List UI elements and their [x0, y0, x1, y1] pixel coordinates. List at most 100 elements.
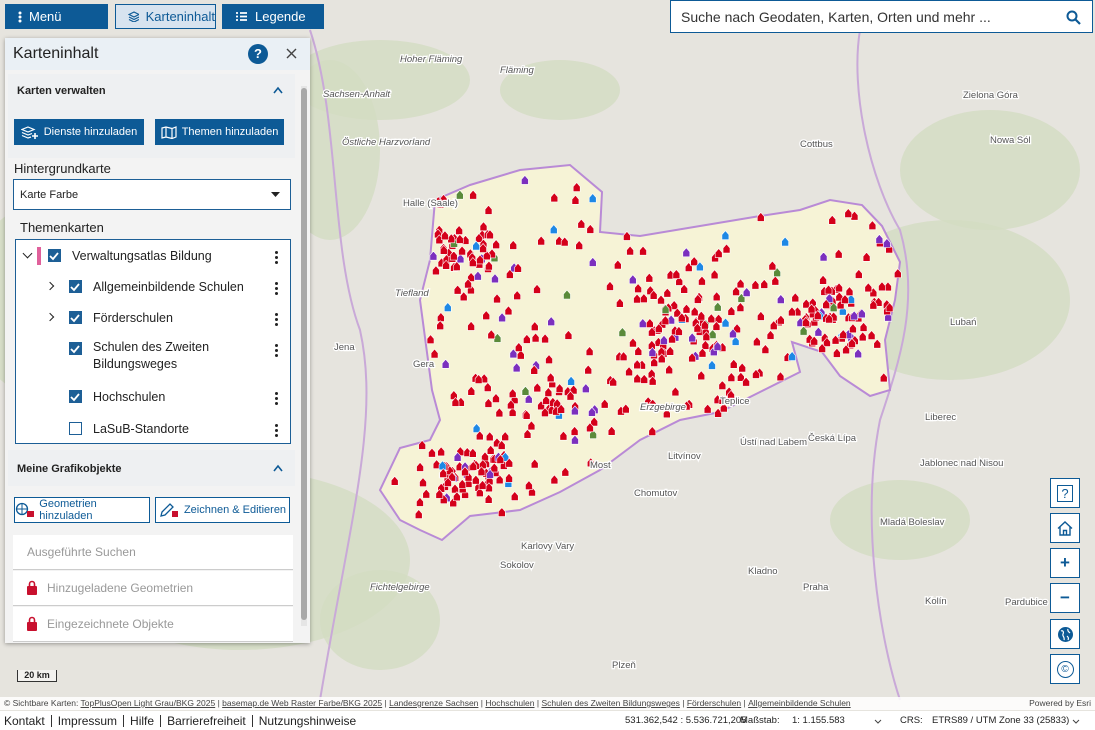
school-marker[interactable]	[561, 466, 570, 477]
school-marker[interactable]	[521, 385, 530, 396]
school-marker[interactable]	[572, 182, 581, 192]
school-marker[interactable]	[713, 301, 722, 312]
school-marker[interactable]	[506, 269, 514, 279]
school-marker[interactable]	[714, 407, 722, 418]
school-marker[interactable]	[629, 337, 637, 348]
school-marker[interactable]	[510, 491, 519, 501]
school-marker[interactable]	[435, 234, 444, 245]
load-geometries-button[interactable]: Geometrien hinzuladen	[14, 497, 150, 523]
school-marker[interactable]	[609, 376, 618, 387]
school-marker[interactable]	[486, 444, 495, 455]
graphics-item[interactable]: Hinzugeladene Geometrien	[13, 571, 293, 606]
school-marker[interactable]	[807, 303, 816, 314]
school-marker[interactable]	[522, 409, 531, 420]
school-marker[interactable]	[479, 243, 487, 253]
school-marker[interactable]	[751, 279, 760, 290]
school-marker[interactable]	[648, 326, 656, 337]
school-marker[interactable]	[672, 269, 681, 279]
search-box[interactable]: Suche nach Geodaten, Karten, Orten und m…	[670, 0, 1093, 33]
school-marker[interactable]	[521, 174, 529, 185]
school-marker[interactable]	[712, 291, 721, 302]
school-marker[interactable]	[447, 233, 456, 244]
school-marker[interactable]	[844, 208, 853, 218]
copyright-button[interactable]: ©	[1050, 654, 1080, 684]
school-marker[interactable]	[588, 256, 597, 267]
school-marker[interactable]	[485, 260, 493, 271]
school-marker[interactable]	[523, 333, 531, 344]
school-marker[interactable]	[690, 306, 699, 317]
more-menu[interactable]	[275, 311, 278, 328]
school-marker[interactable]	[661, 315, 670, 325]
school-marker[interactable]	[634, 345, 643, 356]
more-menu[interactable]	[275, 342, 278, 359]
school-marker[interactable]	[541, 333, 549, 344]
school-marker[interactable]	[693, 322, 702, 333]
crs-value[interactable]: ETRS89 / UTM Zone 33 (25833)	[932, 715, 1070, 726]
school-marker[interactable]	[761, 344, 770, 354]
school-marker[interactable]	[426, 334, 435, 344]
school-marker[interactable]	[666, 345, 674, 356]
attribution-link[interactable]: Allgemeinbildende Schulen	[741, 698, 851, 708]
school-marker[interactable]	[563, 289, 571, 300]
legend-button[interactable]: Legende	[222, 4, 324, 29]
school-marker[interactable]	[873, 338, 882, 349]
attribution-link[interactable]: TopPlusOpen Light Grau/BKG 2025	[80, 698, 216, 708]
school-marker[interactable]	[567, 375, 575, 386]
school-marker[interactable]	[665, 364, 673, 375]
school-marker[interactable]	[663, 287, 672, 298]
school-marker[interactable]	[682, 247, 691, 258]
school-marker[interactable]	[437, 446, 445, 457]
school-marker[interactable]	[484, 204, 493, 215]
school-marker[interactable]	[623, 231, 631, 241]
school-marker[interactable]	[752, 369, 760, 379]
school-marker[interactable]	[443, 302, 452, 312]
school-marker[interactable]	[819, 251, 828, 262]
school-marker[interactable]	[483, 382, 492, 392]
school-marker[interactable]	[864, 282, 873, 293]
draw-edit-button[interactable]: Zeichnen & Editieren	[155, 497, 290, 523]
school-marker[interactable]	[418, 439, 426, 450]
school-marker[interactable]	[680, 283, 688, 294]
school-marker[interactable]	[472, 423, 481, 433]
school-marker[interactable]	[835, 282, 843, 293]
expand-icon[interactable]	[22, 248, 33, 259]
school-marker[interactable]	[634, 283, 642, 293]
school-marker[interactable]	[710, 269, 719, 280]
school-marker[interactable]	[701, 319, 709, 330]
school-marker[interactable]	[688, 352, 696, 363]
school-marker[interactable]	[718, 394, 727, 405]
school-marker[interactable]	[708, 359, 716, 370]
school-marker[interactable]	[649, 289, 658, 300]
scale-value[interactable]: 1: 1.155.583	[792, 715, 845, 726]
school-marker[interactable]	[883, 238, 891, 248]
school-marker[interactable]	[606, 281, 614, 291]
globe-button[interactable]	[1050, 619, 1080, 649]
school-marker[interactable]	[436, 320, 444, 330]
school-marker[interactable]	[485, 431, 494, 442]
school-marker[interactable]	[495, 407, 504, 418]
school-marker[interactable]	[633, 359, 642, 370]
school-marker[interactable]	[451, 396, 460, 407]
school-marker[interactable]	[868, 220, 877, 230]
attribution-link[interactable]: Förderschulen	[680, 698, 741, 708]
attribution-link[interactable]: Landesgrenze Sachsen	[382, 698, 478, 708]
school-marker[interactable]	[671, 386, 680, 397]
school-marker[interactable]	[545, 354, 553, 364]
school-marker[interactable]	[570, 426, 579, 436]
school-marker[interactable]	[788, 351, 796, 361]
school-marker[interactable]	[437, 312, 445, 322]
school-marker[interactable]	[474, 374, 483, 384]
school-marker[interactable]	[721, 317, 730, 328]
school-marker[interactable]	[640, 374, 649, 384]
school-marker[interactable]	[848, 337, 856, 348]
school-marker[interactable]	[828, 214, 837, 225]
school-marker[interactable]	[481, 451, 489, 462]
school-marker[interactable]	[696, 261, 704, 272]
school-marker[interactable]	[458, 245, 466, 256]
school-marker[interactable]	[498, 312, 506, 323]
school-marker[interactable]	[456, 189, 464, 200]
school-marker[interactable]	[721, 230, 730, 241]
school-marker[interactable]	[814, 326, 823, 337]
school-marker[interactable]	[862, 251, 871, 262]
school-marker[interactable]	[858, 308, 866, 319]
